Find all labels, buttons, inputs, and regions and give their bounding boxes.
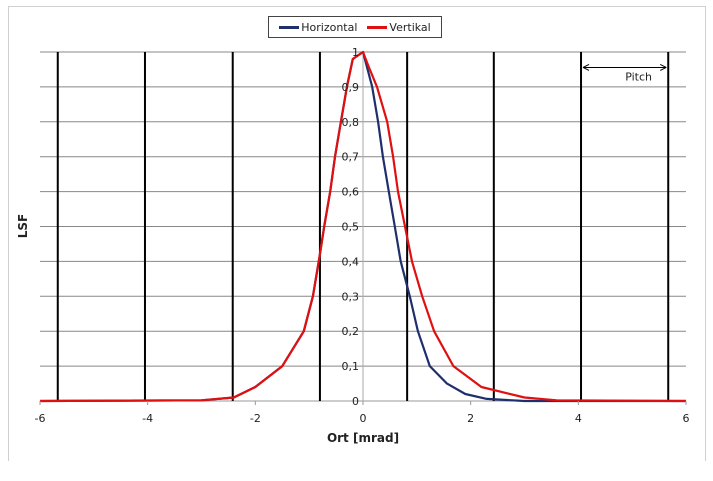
y-tick-label: 0,6 <box>342 186 360 199</box>
y-tick-label: 0,8 <box>342 116 360 129</box>
legend-label: Horizontal <box>301 20 358 34</box>
y-tick-label: 0,1 <box>342 360 360 373</box>
x-axis-label: Ort [mrad] <box>327 431 399 445</box>
y-tick-label: 0,5 <box>342 221 360 234</box>
pitch-annotation: Pitch <box>625 70 652 83</box>
chart-frame <box>8 6 706 461</box>
x-tick-label: -2 <box>250 412 261 425</box>
arrowhead-icon <box>582 64 667 71</box>
y-axis-label: LSF <box>16 214 30 239</box>
x-tick-label: -4 <box>142 412 153 425</box>
series-line-vertikal <box>39 50 687 403</box>
legend-swatch <box>279 25 300 29</box>
y-tick-label: 0 <box>352 395 359 408</box>
x-tick-label: 6 <box>683 412 690 425</box>
y-tick-label: 0,9 <box>342 81 360 94</box>
legend-swatch <box>367 25 388 29</box>
y-tick-label: 0,4 <box>342 255 360 268</box>
x-tick-label: -6 <box>35 412 46 425</box>
legend: Horizontal Vertikal <box>268 16 442 38</box>
y-tick-label: 0,7 <box>342 151 360 164</box>
y-tick-label: 0,2 <box>342 325 360 338</box>
legend-label: Vertikal <box>389 20 431 34</box>
legend-item-horizontal: Horizontal <box>279 21 357 34</box>
y-tick-label: 1 <box>352 46 359 59</box>
legend-item-vertikal: Vertikal <box>367 20 431 34</box>
x-tick-label: 0 <box>360 412 367 425</box>
y-tick-label: 0,3 <box>342 290 360 303</box>
x-tick-label: 4 <box>575 412 582 425</box>
x-tick-label: 2 <box>467 412 474 425</box>
